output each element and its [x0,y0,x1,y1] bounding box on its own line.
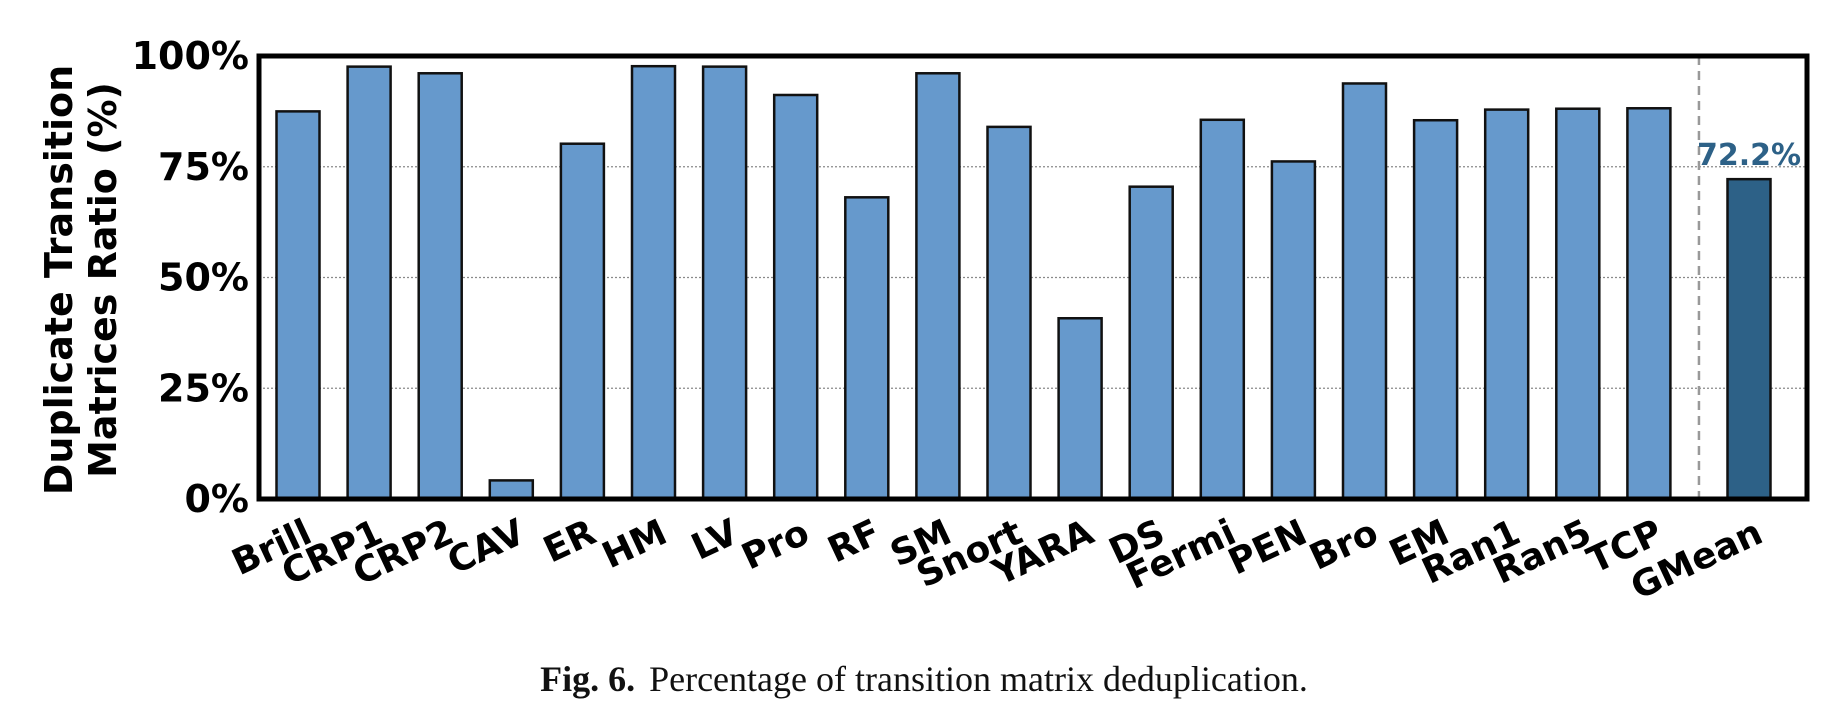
y-tick-label: 0% [184,477,249,521]
bar [701,65,748,501]
y-axis-ticks: 0% 25% 50% 75% 100% [132,34,249,521]
bar [1128,185,1174,501]
bar [1483,108,1530,501]
figure-caption-label: Fig. 6. [540,659,636,699]
bar [1412,118,1459,501]
bar [915,72,961,501]
bar [559,142,606,501]
y-tick-label: 25% [158,366,249,410]
y-tick-label: 100% [132,34,249,78]
y-axis-title-line1: Duplicate Transition [37,65,81,495]
bar [1057,317,1103,501]
x-tick-label: ER [537,512,602,571]
bar [1626,107,1672,501]
x-tick-label: RF [822,512,887,571]
bar [630,64,677,501]
bar [275,110,321,501]
bar [772,93,819,501]
x-tick-label: CAV [442,512,532,583]
bar [844,196,890,501]
grid-lines [259,166,1807,389]
y-tick-label: 75% [158,145,249,189]
bar [1555,107,1601,501]
bar [1270,160,1317,501]
y-axis-title-line2: Matrices Ratio (%) [81,82,125,478]
figure-caption-text: Percentage of transition matrix deduplic… [649,659,1308,699]
x-tick-label: Pro [736,512,816,578]
bars [275,64,1772,501]
bar [346,65,392,501]
bar [417,72,463,501]
x-tick-label: HM [596,512,673,577]
x-tick-label: PEN [1222,512,1313,583]
gmean-value-label: 72.2% [1697,138,1801,173]
y-tick-label: 50% [158,256,249,300]
y-axis-title: Duplicate Transition Matrices Ratio (%) [37,65,125,495]
bar [1199,118,1246,501]
gmean-bar [1726,177,1772,501]
bar [1341,82,1388,501]
figure-caption: Fig. 6. Percentage of transition matrix d… [0,658,1848,700]
plot-frame [256,53,1810,502]
x-tick-label: Bro [1304,512,1385,579]
bar [488,479,535,501]
bar [986,125,1032,501]
